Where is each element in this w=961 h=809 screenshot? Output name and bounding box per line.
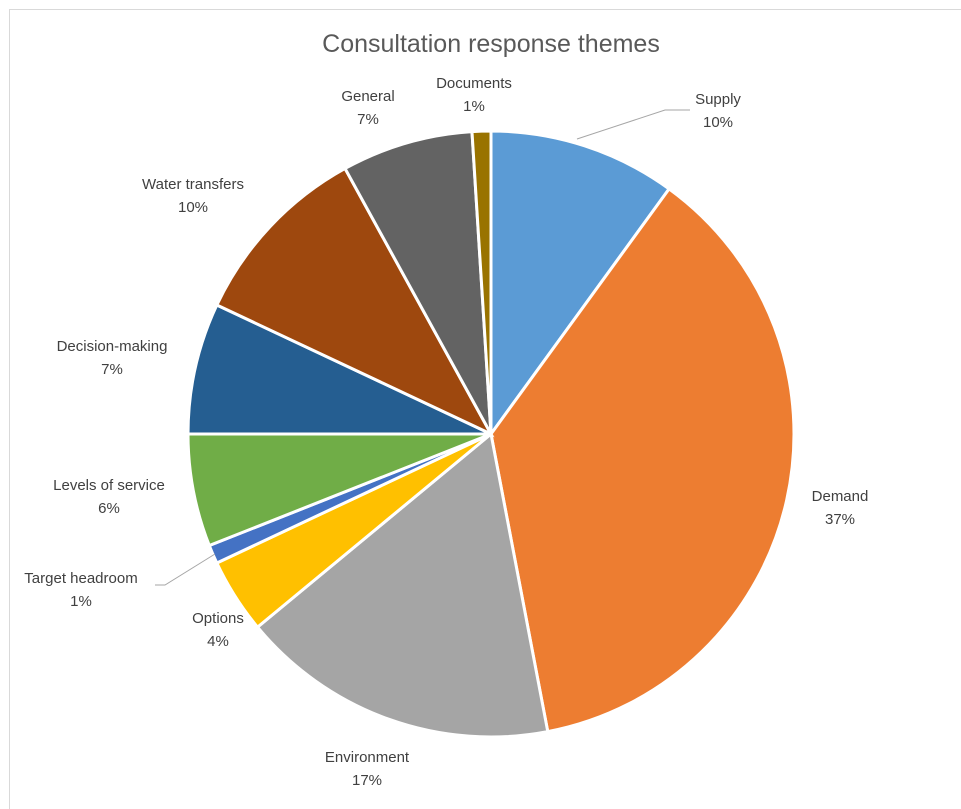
leader-line-supply	[576, 109, 690, 140]
slice-percentage: 10%	[703, 114, 733, 131]
slice-category-name: Decision-making	[57, 338, 168, 355]
slice-category-name: Demand	[812, 488, 869, 505]
pie-slices	[186, 129, 796, 739]
leader-lines	[155, 109, 690, 586]
slice-percentage: 1%	[463, 98, 485, 115]
slice-category-name: Levels of service	[53, 477, 165, 494]
slice-category-name: Target headroom	[24, 570, 137, 587]
slice-percentage: 1%	[70, 593, 92, 610]
pie-slice-general	[342, 130, 493, 435]
slice-label-decision-making: Decision-making 7%	[57, 338, 168, 378]
leader-line-target-headroom	[155, 553, 216, 586]
slice-category-name: Supply	[695, 91, 741, 108]
pie-slice-documents	[470, 129, 493, 435]
slice-percentage: 10%	[178, 199, 208, 216]
slice-label-target-headroom: Target headroom 1%	[24, 570, 137, 610]
pie-slice-water-transfers	[214, 166, 495, 438]
slice-percentage: 17%	[352, 772, 382, 789]
slice-label-levels-of-service: Levels of service 6%	[53, 477, 165, 517]
slice-percentage: 4%	[207, 633, 229, 650]
pie-slice-supply	[489, 129, 672, 439]
slice-category-name: General	[341, 88, 394, 105]
slice-percentage: 7%	[357, 111, 379, 128]
slice-category-name: Environment	[325, 749, 410, 766]
slice-percentage: 6%	[98, 500, 120, 517]
slice-percentage: 37%	[825, 511, 855, 528]
pie-slice-demand	[489, 186, 796, 734]
slice-label-environment: Environment 17%	[325, 749, 410, 789]
chart-title: Consultation response themes	[322, 30, 660, 58]
slice-label-options: Options 4%	[192, 610, 244, 650]
slice-label-general: General 7%	[341, 88, 394, 128]
slice-labels: Supply 10% Demand 37% Environment 17% Options 4…	[24, 75, 868, 789]
slice-percentage: 7%	[101, 361, 123, 378]
slice-category-name: Water transfers	[142, 176, 244, 193]
pie-slice-decision-making	[186, 302, 492, 436]
pie-slice-environment	[255, 431, 550, 739]
slice-label-water-transfers: Water transfers 10%	[142, 176, 244, 216]
slice-category-name: Documents	[436, 75, 512, 92]
slice-label-demand: Demand 37%	[812, 488, 869, 528]
slice-label-documents: Documents 1%	[436, 75, 512, 115]
slice-label-supply: Supply 10%	[695, 91, 741, 131]
slice-category-name: Options	[192, 610, 244, 627]
